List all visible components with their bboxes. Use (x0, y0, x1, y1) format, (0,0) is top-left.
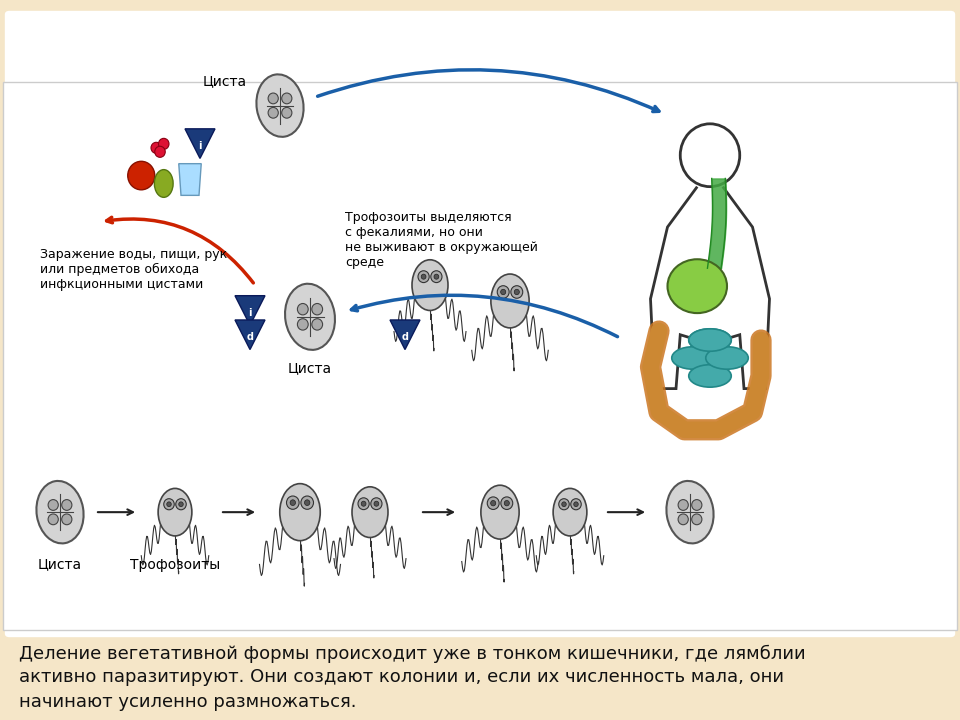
Circle shape (434, 274, 439, 279)
Circle shape (511, 286, 523, 298)
Ellipse shape (36, 481, 84, 544)
Text: начинают усиленно размножаться.: начинают усиленно размножаться. (19, 693, 357, 711)
Ellipse shape (667, 259, 727, 313)
Circle shape (179, 502, 183, 507)
Text: Трофозоиты выделяются
с фекалиями, но они
не выживают в окружающей
среде: Трофозоиты выделяются с фекалиями, но он… (345, 211, 538, 269)
Ellipse shape (706, 347, 748, 369)
Polygon shape (235, 296, 265, 325)
Circle shape (361, 501, 366, 506)
Ellipse shape (688, 365, 732, 387)
Circle shape (559, 499, 569, 510)
Text: активно паразитируют. Они создают колонии и, если их численность мала, они: активно паразитируют. Они создают колони… (19, 668, 784, 686)
Circle shape (418, 271, 429, 282)
Circle shape (501, 289, 506, 294)
Polygon shape (390, 320, 420, 349)
Ellipse shape (158, 488, 192, 536)
Text: d: d (247, 332, 253, 342)
Text: d: d (401, 332, 409, 342)
Circle shape (501, 497, 513, 510)
Ellipse shape (256, 74, 303, 137)
Ellipse shape (481, 485, 519, 539)
Circle shape (497, 286, 509, 298)
Circle shape (312, 319, 323, 330)
Ellipse shape (285, 284, 335, 350)
Circle shape (300, 496, 314, 509)
Text: Заражение воды, пищи, рук
или предметов обихода
инфкционными цистами: Заражение воды, пищи, рук или предметов … (40, 248, 228, 292)
Polygon shape (185, 129, 215, 158)
Circle shape (155, 146, 165, 158)
Ellipse shape (553, 488, 587, 536)
Ellipse shape (688, 329, 732, 351)
Text: i: i (199, 140, 202, 150)
Ellipse shape (352, 487, 388, 538)
Circle shape (574, 502, 578, 507)
Circle shape (286, 496, 300, 509)
Circle shape (164, 499, 175, 510)
Text: Циста: Циста (38, 557, 82, 572)
Circle shape (61, 514, 72, 525)
Ellipse shape (672, 347, 714, 369)
Circle shape (281, 93, 292, 104)
Circle shape (151, 143, 161, 153)
Polygon shape (179, 163, 202, 195)
Text: Трофозоиты: Трофозоиты (130, 557, 220, 572)
Circle shape (48, 514, 59, 525)
Ellipse shape (491, 274, 529, 328)
Circle shape (158, 138, 169, 150)
Circle shape (281, 107, 292, 118)
Circle shape (312, 304, 323, 315)
Circle shape (268, 93, 278, 104)
Text: Циста: Циста (203, 74, 247, 88)
Circle shape (562, 502, 566, 507)
Text: i: i (249, 307, 252, 318)
Circle shape (128, 161, 155, 190)
Circle shape (176, 499, 186, 510)
Ellipse shape (279, 484, 321, 541)
Circle shape (48, 500, 59, 510)
Circle shape (268, 107, 278, 118)
Circle shape (504, 500, 510, 506)
Circle shape (692, 514, 702, 525)
Circle shape (167, 502, 171, 507)
Circle shape (488, 497, 499, 510)
Circle shape (374, 501, 379, 506)
Circle shape (358, 498, 370, 510)
Text: Циста: Циста (288, 361, 332, 375)
Circle shape (571, 499, 581, 510)
Circle shape (431, 271, 442, 282)
Circle shape (692, 500, 702, 510)
Circle shape (298, 319, 308, 330)
Text: Деление вегетативной формы происходит уже в тонком кишечники, где лямблии: Деление вегетативной формы происходит уж… (19, 644, 805, 662)
Circle shape (678, 500, 688, 510)
Polygon shape (235, 320, 265, 349)
Circle shape (515, 289, 519, 294)
Circle shape (290, 500, 296, 505)
Circle shape (298, 304, 308, 315)
Ellipse shape (155, 170, 173, 197)
Circle shape (421, 274, 426, 279)
Ellipse shape (688, 329, 732, 351)
Circle shape (678, 514, 688, 525)
Circle shape (491, 500, 495, 506)
Circle shape (61, 500, 72, 510)
FancyBboxPatch shape (3, 82, 957, 631)
Circle shape (371, 498, 382, 510)
Ellipse shape (666, 481, 713, 544)
Circle shape (304, 500, 310, 505)
Ellipse shape (412, 260, 448, 310)
